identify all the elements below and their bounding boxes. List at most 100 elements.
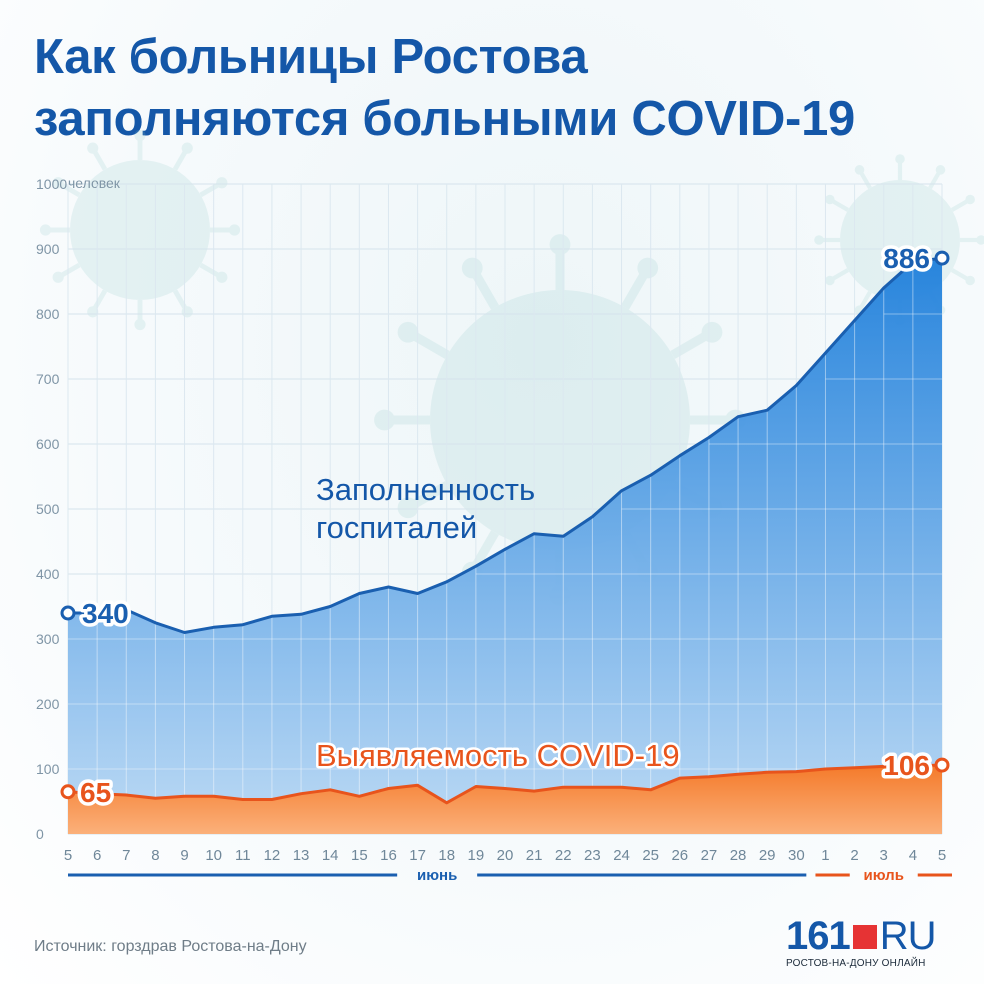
detection-end-label: 106 [883, 750, 930, 781]
x-tick-label: 21 [526, 847, 543, 864]
detection-point [562, 786, 565, 789]
virus-spike [828, 197, 850, 212]
detection-point [766, 771, 769, 774]
occupancy-point [154, 621, 157, 624]
detection-point [707, 775, 711, 778]
x-tick-label: 5 [938, 847, 946, 864]
occupancy-point [416, 592, 419, 595]
virus-spike [670, 328, 715, 359]
occupancy-point [95, 611, 99, 615]
occupancy-point [707, 436, 711, 439]
virus-spike-tip [228, 224, 241, 236]
detection-start-label-halo: 65 [80, 777, 111, 808]
virus-spike-tip [397, 497, 419, 519]
occupancy-point [270, 615, 274, 618]
y-tick-label: 800 [36, 306, 60, 322]
x-tick-label: 5 [64, 847, 72, 864]
detection-end-marker [934, 757, 950, 773]
virus-spike [405, 481, 450, 512]
x-tick-label: 18 [438, 847, 455, 864]
x-tick-label: 15 [351, 847, 368, 864]
virus-spike-tip [637, 257, 659, 279]
detection-point [154, 797, 157, 800]
virus-spike [950, 197, 972, 212]
x-tick-label: 24 [613, 847, 630, 864]
occupancy-start-marker [60, 605, 76, 621]
x-tick-label: 8 [151, 847, 159, 864]
occupancy-point [649, 474, 652, 477]
x-tick-label: 14 [322, 847, 339, 864]
virus-spike-tip [397, 321, 419, 343]
x-tick-label: 2 [850, 847, 858, 864]
detection-point [95, 792, 99, 795]
chart-title-line-1: Как больницы Ростова [34, 30, 588, 84]
occupancy-point [212, 626, 215, 629]
detection-point [358, 795, 361, 798]
detection-point [445, 801, 448, 804]
x-tick-label: 25 [642, 847, 659, 864]
virus-spike [172, 289, 190, 314]
virus-spike-tip [87, 142, 99, 154]
occupancy-end-label-halo: 886 [883, 243, 930, 274]
chart-title: Как больницы Ростова заполняются больным… [34, 26, 964, 150]
x-tick-label: 23 [584, 847, 601, 864]
virus-spike-tip [39, 224, 52, 236]
virus-spike-tip [461, 257, 483, 279]
month-label: июль [864, 867, 904, 884]
virus-spike [928, 168, 943, 190]
occupancy-point [678, 454, 681, 457]
virus-body-icon [70, 160, 210, 300]
virus-spike-tip [52, 271, 64, 283]
occupancy-point [329, 605, 332, 608]
x-tick-label: 26 [671, 847, 688, 864]
virus-spike-tip [216, 177, 228, 189]
source-note: Источник: горздрав Ростова-на-Дону [34, 938, 307, 955]
x-tick-label: 1 [821, 847, 829, 864]
x-tick-label: 29 [759, 847, 776, 864]
virus-spike [857, 168, 872, 190]
detection-point [620, 786, 623, 789]
x-tick-label: 10 [205, 847, 222, 864]
y-tick-label: 700 [36, 371, 60, 387]
logo-ru: RU [879, 914, 937, 958]
occupancy-point [853, 319, 856, 322]
virus-spike-tip [965, 275, 975, 286]
detection-point [125, 793, 128, 797]
detection-point [824, 767, 827, 771]
virus-spike-tip [52, 177, 64, 189]
y-tick-label: 1000 [36, 176, 67, 192]
virus-spike-tip [181, 306, 193, 318]
occupancy-point [183, 631, 186, 634]
detection-point [795, 770, 798, 773]
detection-point [183, 795, 186, 798]
y-unit-label: человек [68, 175, 121, 191]
virus-spike-tip [134, 129, 146, 142]
occupancy-point [766, 409, 769, 412]
occupancy-point [299, 613, 303, 616]
detection-point [649, 788, 652, 791]
virus-spike-tip [965, 194, 975, 205]
x-tick-label: 28 [730, 847, 747, 864]
detection-start-marker [60, 784, 76, 800]
x-tick-label: 3 [880, 847, 888, 864]
virus-body-icon [430, 290, 690, 550]
detection-point [736, 773, 740, 776]
occupancy-point [358, 592, 361, 595]
occupancy-end-label: 886 [883, 243, 930, 274]
occupancy-point [795, 384, 798, 387]
virus-spike [405, 328, 450, 359]
occupancy-start-label: 340 [82, 598, 129, 629]
virus-spike [172, 146, 190, 171]
virus-spike [56, 180, 81, 198]
x-tick-label: 9 [180, 847, 188, 864]
detection-point [503, 787, 507, 790]
virus-spike-tip [854, 165, 865, 175]
detection-point [882, 765, 885, 768]
detection-point [416, 784, 419, 787]
x-tick-label: 17 [409, 847, 426, 864]
detection-point [387, 787, 390, 790]
detection-point [299, 792, 303, 795]
logo-tagline: РОСТОВ-НА-ДОНУ ОНЛАЙН [786, 958, 926, 969]
virus-spike [56, 262, 81, 280]
x-tick-label: 12 [264, 847, 281, 864]
